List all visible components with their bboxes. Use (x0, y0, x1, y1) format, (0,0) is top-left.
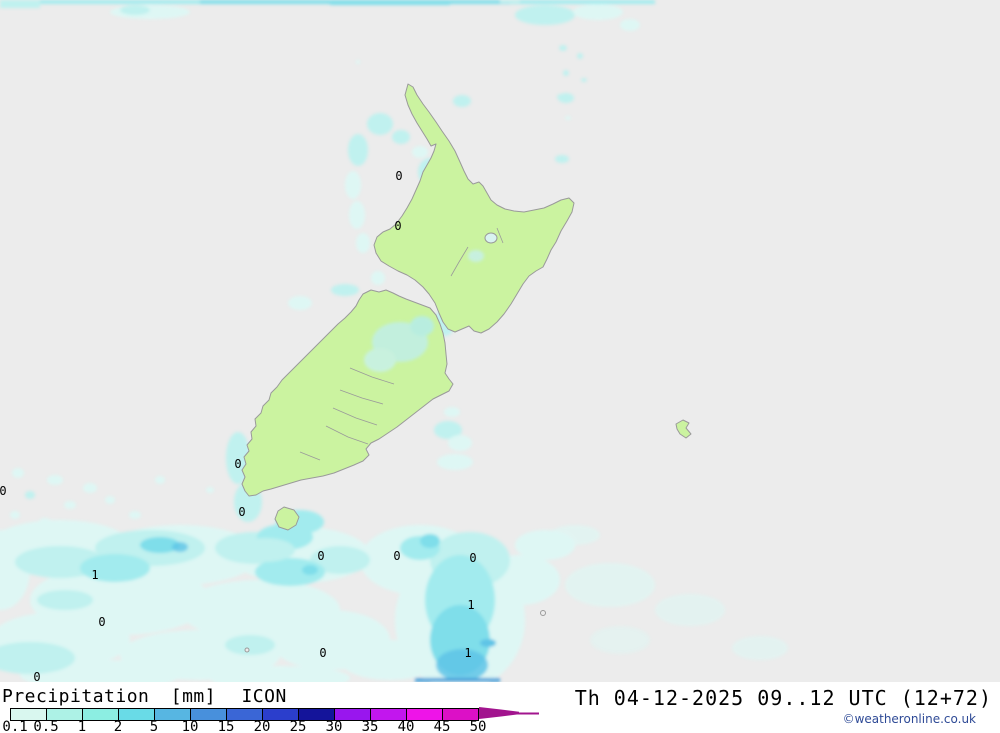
contour-label: 0 (317, 549, 324, 563)
legend-scale-value: 20 (253, 719, 271, 733)
legend-scale-value: 45 (433, 719, 451, 733)
legend-unit: [mm] (170, 686, 217, 707)
legend-color-box (11, 709, 47, 720)
legend-scale-value: 2 (113, 719, 123, 733)
legend-color-box (335, 709, 371, 720)
contour-label: 0 (234, 457, 241, 471)
contour-label: 0 (0, 484, 7, 498)
legend-color-box (119, 709, 155, 720)
legend-scale-labels: 0.1 0.5 1 2 5 10 15 20 25 30 35 40 45 50 (0, 719, 560, 733)
legend-color-box (83, 709, 119, 720)
contour-label: 1 (467, 598, 474, 612)
legend-scale-value: 10 (181, 719, 199, 733)
legend-scale-value: 0.5 (33, 719, 59, 733)
credit-label: ©weatheronline.co.uk (842, 712, 976, 726)
contour-label: 1 (464, 646, 471, 660)
overland-precipitation (364, 250, 484, 372)
legend-scale-value: 30 (325, 719, 343, 733)
legend-arrow (479, 707, 539, 719)
contour-label: 1 (91, 568, 98, 582)
contour-label: 0 (98, 615, 105, 629)
weather-map: 0 0 0 0 0 0 0 0 1 0 1 1 0 0 (0, 0, 1000, 682)
valid-time-label: Th 04-12-2025 09..12 UTC (12+72) (574, 686, 992, 710)
chatham-islands (675, 419, 692, 439)
rivers (299, 227, 504, 461)
small-island (540, 610, 546, 616)
legend-color-box (263, 709, 299, 720)
map-canvas: 0 0 0 0 0 0 0 0 1 0 1 1 0 0 (0, 0, 1000, 682)
lake-taupo (484, 232, 498, 244)
legend-scale-value: 0.1 (2, 719, 28, 733)
legend-color-box (443, 709, 478, 720)
legend-scale-value: 40 (397, 719, 415, 733)
stewart-island (274, 506, 300, 531)
legend-color-box (155, 709, 191, 720)
legend-color-box (407, 709, 443, 720)
north-island (373, 83, 575, 334)
legend-color-box (299, 709, 335, 720)
legend-color-box (371, 709, 407, 720)
legend-color-box (191, 709, 227, 720)
legend-panel: Precipitation [mm] ICON 0.1 0.5 1 2 5 10 15 20 2… (0, 682, 1000, 733)
legend-scale-value: 35 (361, 719, 379, 733)
legend-scale-value: 50 (469, 719, 487, 733)
legend-scale-value: 25 (289, 719, 307, 733)
contour-label: 0 (238, 505, 245, 519)
legend-scale-value: 1 (77, 719, 87, 733)
legend-color-bar (10, 708, 479, 721)
contour-label: 0 (394, 219, 401, 233)
legend-model: ICON (241, 686, 287, 707)
legend-color-box (227, 709, 263, 720)
legend-parameter: Precipitation (2, 686, 150, 707)
small-island (244, 647, 250, 653)
contour-label: 0 (395, 169, 402, 183)
legend-scale-value: 15 (217, 719, 235, 733)
contour-labels: 0 0 0 0 0 0 0 0 1 0 1 1 0 0 (0, 169, 477, 682)
contour-label: 0 (33, 670, 40, 682)
legend-scale-value: 5 (149, 719, 159, 733)
legend-color-box (47, 709, 83, 720)
contour-label: 0 (393, 549, 400, 563)
contour-label: 0 (469, 551, 476, 565)
legend-title: Precipitation [mm] ICON (2, 686, 287, 707)
contour-label: 0 (319, 646, 326, 660)
